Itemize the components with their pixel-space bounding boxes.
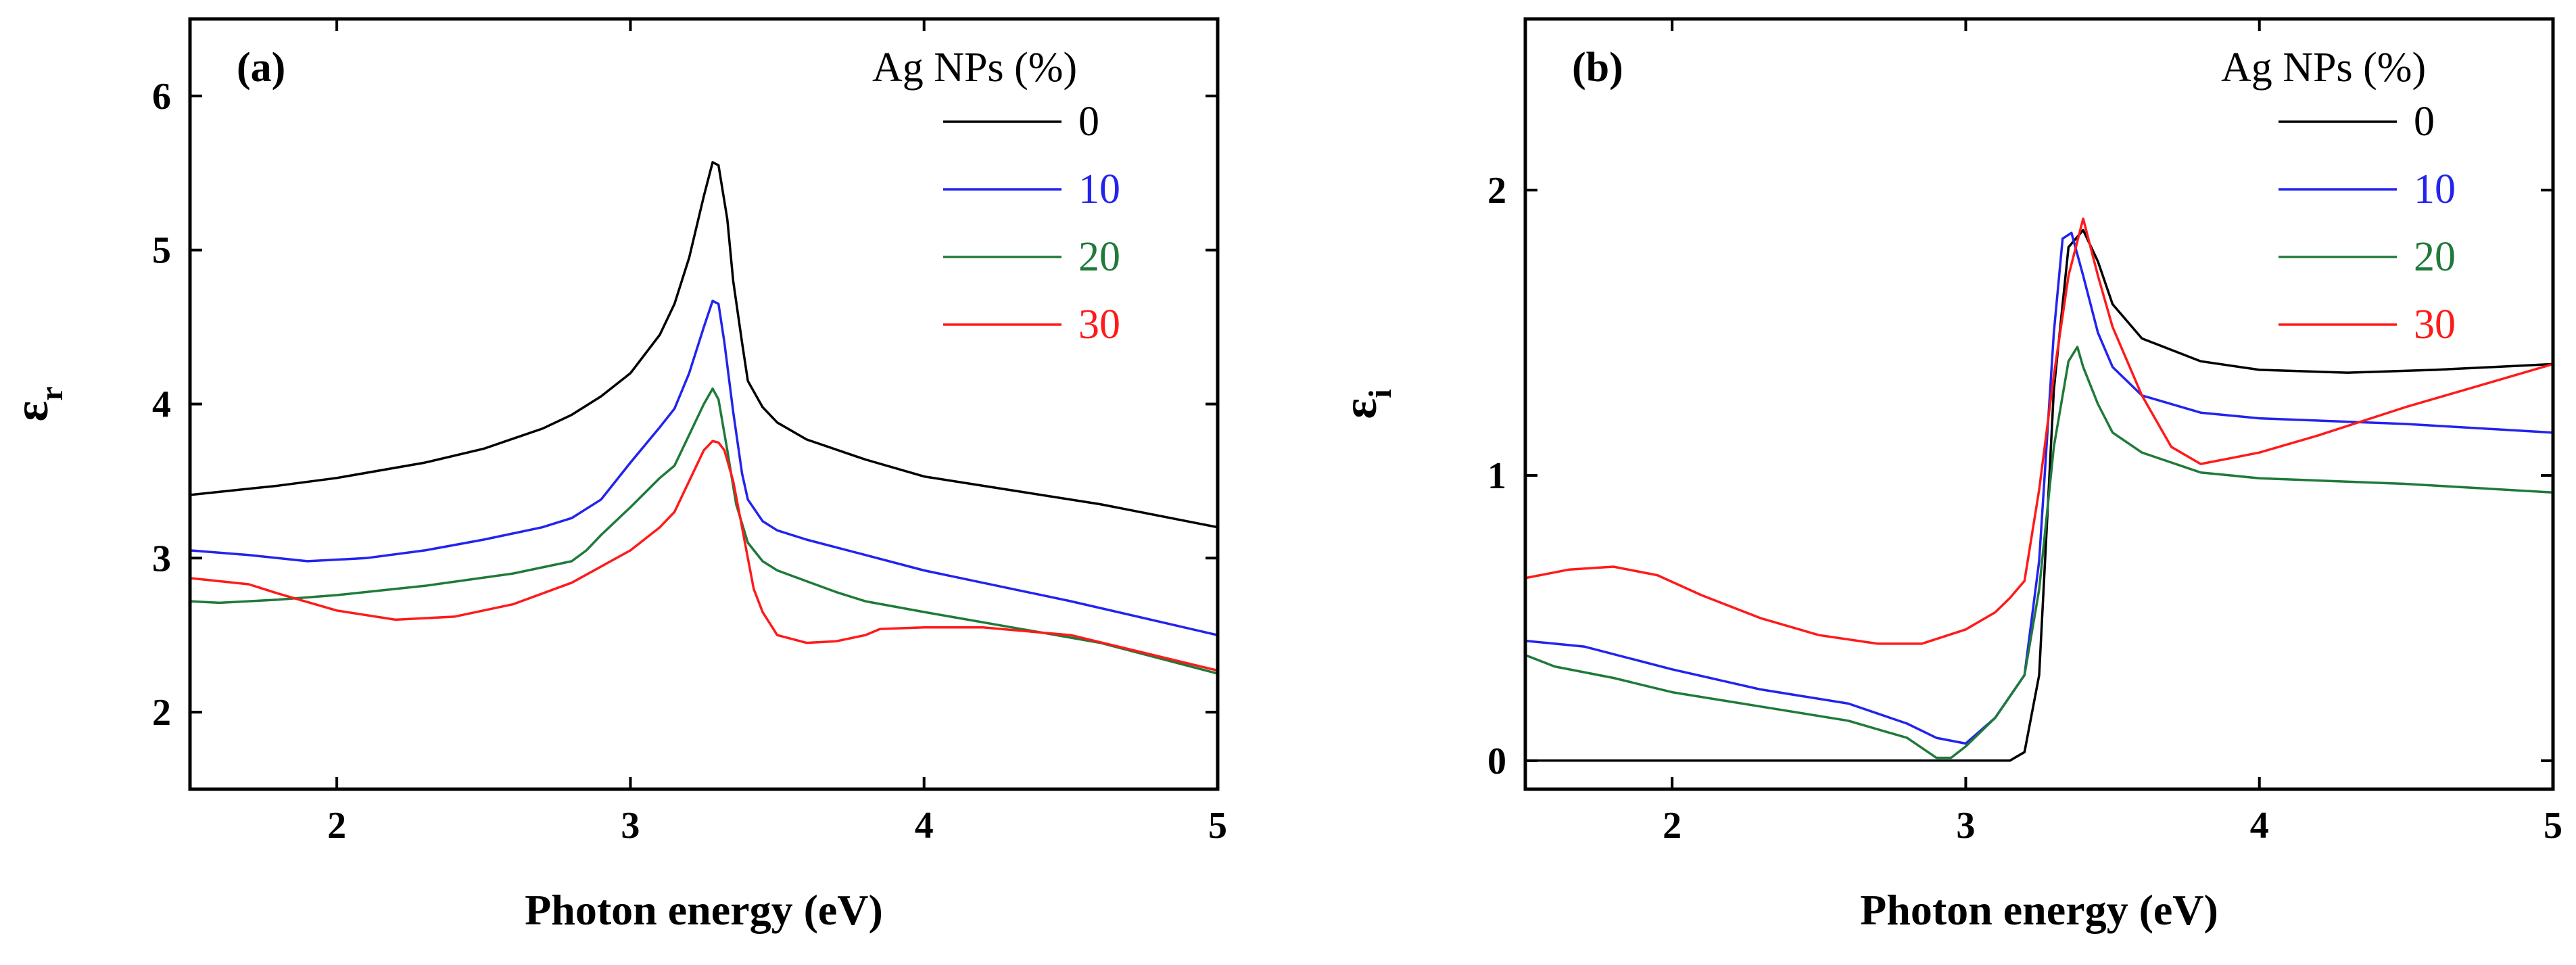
legend: Ag NPs (%) 0 10 20 30 bbox=[2221, 45, 2456, 348]
series-line-0 bbox=[1525, 229, 2553, 762]
y-tick-label: 1 bbox=[1487, 455, 1506, 497]
x-axis-label: Photon energy (eV) bbox=[1860, 886, 2218, 934]
y-axis-label: εi bbox=[1333, 389, 1398, 419]
panel-a-chart: 2 3 4 5 2 3 4 5 6 Photon energy (eV) εr (a) Ag NPs (… bbox=[4, 17, 1227, 934]
legend-entry-10: 10 bbox=[1078, 166, 1120, 212]
y-tick-label: 2 bbox=[1487, 170, 1506, 212]
legend-title: Ag NPs (%) bbox=[2221, 45, 2426, 91]
x-tick-label: 5 bbox=[1208, 805, 1227, 847]
y-tick-label: 0 bbox=[1487, 740, 1506, 782]
series-line-0 bbox=[190, 161, 1218, 529]
x-tick-label: 2 bbox=[327, 805, 346, 847]
y-axis-symbol: ε bbox=[4, 401, 58, 422]
x-tick-label: 5 bbox=[2544, 805, 2562, 847]
panel-b-chart: 2 3 4 5 0 1 2 Photon energy (eV) εi (b) Ag NPs (%)… bbox=[1333, 17, 2562, 934]
y-tick-label: 3 bbox=[152, 538, 171, 580]
panel-label: (a) bbox=[237, 45, 285, 91]
y-tick-label: 6 bbox=[152, 76, 171, 118]
legend-entry-30: 30 bbox=[2414, 302, 2456, 348]
legend: Ag NPs (%)0 10 20 30 bbox=[872, 45, 1120, 348]
y-tick-label: 2 bbox=[152, 692, 171, 734]
series-line-30 bbox=[1525, 217, 2553, 645]
legend-entry-10: 10 bbox=[2414, 166, 2456, 212]
legend-entry-30: 30 bbox=[1078, 302, 1120, 348]
legend-title: Ag NPs (%) bbox=[872, 45, 1077, 91]
panel-label: (b) bbox=[1572, 45, 1623, 91]
x-tick-label: 2 bbox=[1663, 805, 1681, 847]
y-axis-subscript: i bbox=[1362, 389, 1398, 398]
legend-entry-20: 20 bbox=[1078, 234, 1120, 280]
series-line-30 bbox=[190, 440, 1218, 672]
plot-frame bbox=[1523, 17, 2555, 791]
x-tick-label: 3 bbox=[1956, 805, 1975, 847]
series-line-10 bbox=[190, 300, 1218, 636]
series-line-20 bbox=[1525, 346, 2553, 759]
y-tick-label: 4 bbox=[152, 384, 171, 426]
x-tick-label: 4 bbox=[2250, 805, 2269, 847]
legend-entry-0: 0 bbox=[1078, 99, 1099, 145]
y-tick-label: 5 bbox=[152, 230, 171, 272]
y-axis-label: εr bbox=[4, 386, 70, 421]
series-line-10 bbox=[1525, 231, 2553, 745]
x-axis-label: Photon energy (eV) bbox=[525, 886, 883, 934]
y-axis-subscript: r bbox=[34, 386, 70, 400]
x-tick-label: 4 bbox=[915, 805, 934, 847]
y-axis-symbol: ε bbox=[1333, 398, 1387, 419]
legend-entry-20: 20 bbox=[2414, 234, 2456, 280]
x-tick-label: 3 bbox=[621, 805, 640, 847]
series-line-20 bbox=[190, 387, 1218, 675]
legend-entry-0: 0 bbox=[2414, 99, 2435, 145]
